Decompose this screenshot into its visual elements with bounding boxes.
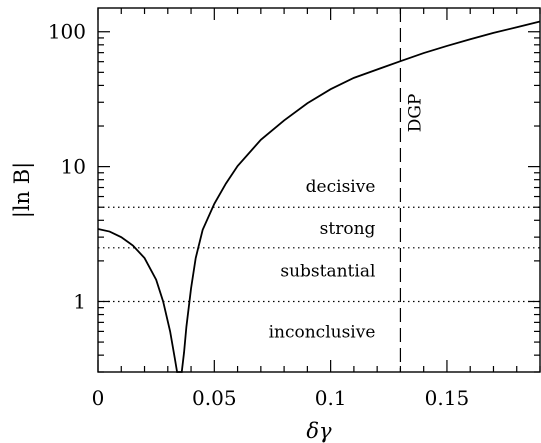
x-tick-label: 0.15 — [425, 386, 470, 410]
y-axis: 1 10 100 — [48, 20, 540, 373]
dgp-marker: DGP — [399, 8, 425, 372]
y-tick-label: 100 — [48, 20, 86, 44]
region-label-3: inconclusive — [269, 322, 376, 342]
x-tick-label: 0 — [92, 386, 105, 410]
x-tick-label: 0.1 — [315, 386, 347, 410]
dgp-label: DGP — [405, 94, 425, 133]
y-axis-title: |ln B| — [10, 162, 35, 219]
region-label-2: substantial — [280, 261, 375, 281]
x-axis-title: δγ — [306, 419, 332, 443]
x-axis: 0 0.05 0.1 0.15 — [92, 8, 541, 410]
region-label-0: decisive — [306, 177, 376, 197]
y-tick-label: 1 — [73, 289, 86, 313]
x-tick-label: 0.05 — [192, 386, 237, 410]
y-tick-label: 10 — [61, 155, 86, 179]
threshold-lines — [98, 206, 540, 303]
region-labels: decisive strong substantial inconclusive — [269, 177, 376, 343]
region-label-1: strong — [320, 219, 376, 239]
series-line-ln-b — [97, 20, 541, 373]
plot-frame — [97, 7, 541, 373]
